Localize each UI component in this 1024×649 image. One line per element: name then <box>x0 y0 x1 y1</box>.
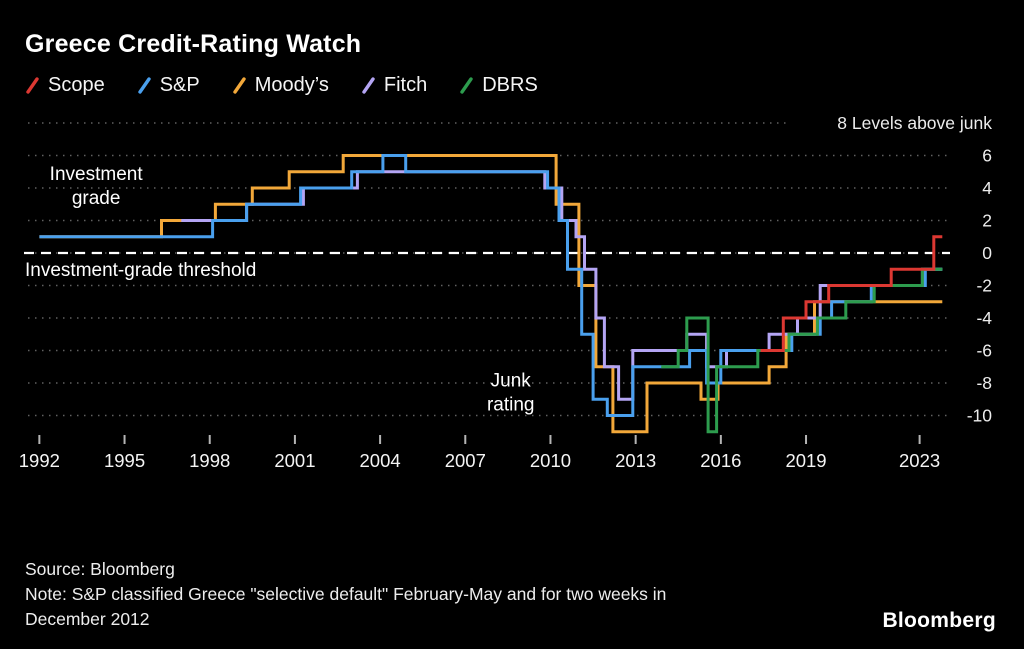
y-tick-label: 2 <box>982 211 992 231</box>
y-tick-label: 4 <box>982 178 992 198</box>
x-tick-label: 2001 <box>274 450 315 471</box>
legend-item-s-p: S&P <box>137 74 200 97</box>
x-tick-label: 2023 <box>899 450 940 471</box>
legend-swatch-icon <box>362 77 375 94</box>
legend: Scope S&P Moody’s Fitch DBRS <box>25 74 1024 97</box>
x-tick-label: 1998 <box>189 450 230 471</box>
y-tick-label: -8 <box>976 373 992 393</box>
y-tick-label: -10 <box>967 406 993 426</box>
y-tick-label: -4 <box>976 308 992 328</box>
x-tick-label: 2004 <box>360 450 401 471</box>
y-tick-label: -2 <box>976 276 992 296</box>
y-tick-label: 6 <box>982 146 992 166</box>
note-text: Note: S&P classified Greece "selective d… <box>25 584 667 630</box>
y-tick-label: 8 Levels above junk <box>837 113 992 133</box>
page-title: Greece Credit-Rating Watch <box>25 30 362 58</box>
x-tick-label: 2007 <box>445 450 486 471</box>
legend-swatch-icon <box>233 77 246 94</box>
annotation-text: grade <box>72 188 121 209</box>
legend-label: Scope <box>48 74 105 96</box>
annotation-text: rating <box>487 394 535 415</box>
x-tick-label: 2019 <box>785 450 826 471</box>
legend-label: S&P <box>159 74 200 96</box>
bloomberg-logo: Bloomberg <box>882 609 996 632</box>
x-tick-label: 1995 <box>104 450 145 471</box>
legend-item-scope: Scope <box>25 74 105 97</box>
x-tick-label: 1992 <box>19 450 60 471</box>
legend-item-dbrs: DBRS <box>459 74 538 97</box>
chart-area: 8 Levels above junk 6 4 2 0 -2 -4 -6 -8 -10 1992 19… <box>0 105 1024 490</box>
legend-label: DBRS <box>482 74 538 96</box>
threshold-label: Investment-grade threshold <box>25 260 256 281</box>
legend-label: Fitch <box>383 74 428 96</box>
legend-swatch-icon <box>460 77 473 94</box>
legend-swatch-icon <box>26 77 39 94</box>
series-scope <box>760 235 943 352</box>
legend-item-fitch: Fitch <box>361 74 427 97</box>
footer: Source: Bloomberg Note: S&P classified G… <box>25 557 750 632</box>
series-moody-s <box>39 154 943 434</box>
chart-svg: 8 Levels above junk 6 4 2 0 -2 -4 -6 -8 -10 1992 19… <box>19 113 993 471</box>
legend-label: Moody’s <box>254 74 329 96</box>
source-text: Source: Bloomberg <box>25 559 175 579</box>
y-tick-label: 0 <box>982 243 992 263</box>
series-s-p <box>39 154 943 417</box>
y-tick-label: -6 <box>976 341 992 361</box>
legend-swatch-icon <box>138 77 151 94</box>
annotation-text: Junk <box>491 370 532 391</box>
legend-item-moody-s: Moody’s <box>232 74 329 97</box>
x-tick-label: 2010 <box>530 450 571 471</box>
x-tick-label: 2016 <box>700 450 741 471</box>
x-tick-label: 2013 <box>615 450 656 471</box>
annotation-text: Investment <box>50 164 144 185</box>
